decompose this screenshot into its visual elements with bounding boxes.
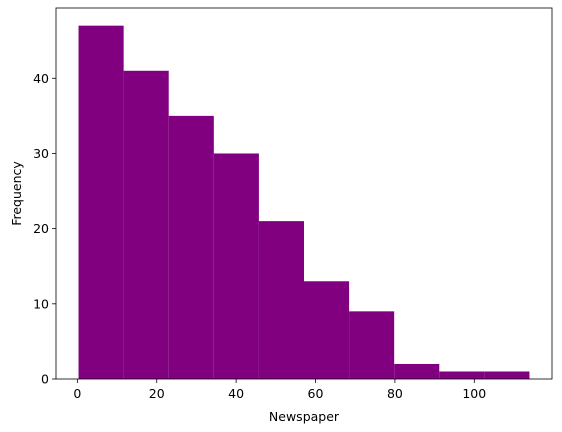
histogram-bar — [123, 70, 169, 380]
y-tick-label: 10 — [33, 296, 49, 311]
histogram-bar — [304, 281, 350, 379]
x-tick-label: 40 — [228, 386, 244, 401]
histogram-bar — [394, 363, 440, 379]
y-tick-label: 40 — [33, 71, 49, 86]
histogram-bar — [439, 371, 485, 379]
y-tick-label: 0 — [41, 372, 49, 387]
x-tick-label: 80 — [387, 386, 403, 401]
histogram-bar — [484, 371, 530, 379]
histogram-bar — [168, 115, 214, 380]
x-axis-label: Newspaper — [269, 409, 340, 424]
x-tick-label: 20 — [149, 386, 165, 401]
plot-frame — [55, 7, 553, 380]
y-tick-label: 30 — [33, 146, 49, 161]
histogram-bar — [78, 25, 124, 380]
x-tick-label: 0 — [73, 386, 81, 401]
histogram-bar — [258, 221, 304, 379]
histogram-bar — [349, 311, 395, 379]
histogram-bar — [213, 153, 259, 379]
x-axis-ticks: 0 20 40 60 80 100 — [73, 379, 486, 401]
bars-group — [78, 25, 530, 380]
y-tick-label: 20 — [33, 221, 49, 236]
y-axis-label: Frequency — [9, 161, 24, 226]
x-tick-label: 100 — [462, 386, 486, 401]
y-axis-ticks: 0 10 20 30 40 — [33, 71, 56, 387]
x-tick-label: 60 — [308, 386, 324, 401]
